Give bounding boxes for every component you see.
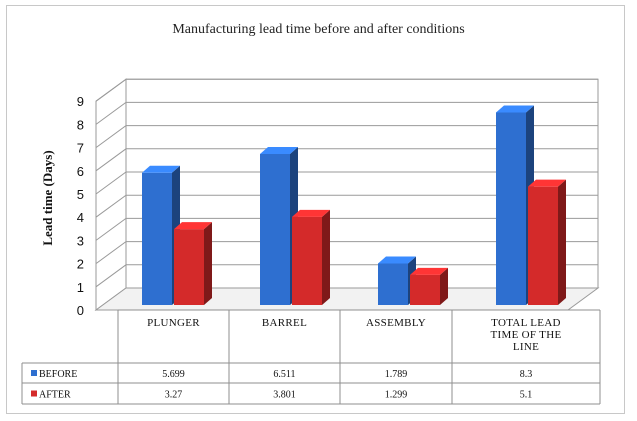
y-tick-labels: 0 1 2 3 4 5 6 7 8 9 — [77, 94, 84, 318]
bar-side — [204, 222, 212, 305]
bar-top — [528, 179, 566, 187]
bar-front — [496, 112, 526, 305]
bar-after — [174, 222, 212, 305]
bar-top — [496, 105, 534, 113]
gridline — [95, 171, 598, 195]
legend-label: BEFORE — [39, 369, 77, 380]
bar-top — [142, 165, 180, 173]
gridline — [95, 264, 598, 288]
gridline — [95, 148, 598, 172]
bar-side — [322, 209, 330, 305]
x-tick-label: PLUNGER — [147, 317, 200, 329]
bar-after — [528, 179, 566, 305]
bar-top — [378, 256, 416, 264]
gridline — [95, 241, 598, 265]
y-tick-label: 1 — [77, 280, 84, 295]
bar-after — [292, 209, 330, 305]
y-tick-label: 4 — [77, 210, 84, 225]
data-label: 6.511 — [273, 369, 295, 380]
data-label: 5.1 — [520, 390, 533, 401]
data-label: 1.299 — [385, 390, 408, 401]
legend-key-after — [31, 390, 37, 397]
gridline — [95, 101, 598, 125]
bar-top — [174, 222, 212, 230]
bars — [142, 105, 566, 305]
data-label: 1.789 — [385, 369, 408, 380]
bar-front — [292, 216, 322, 305]
y-tick-label: 0 — [77, 303, 84, 318]
y-tick-label: 2 — [77, 257, 84, 272]
chart-title: Manufacturing lead time before and after… — [172, 22, 465, 37]
data-label: 3.27 — [165, 390, 183, 401]
x-tick-label: BARREL — [262, 317, 307, 329]
x-tick-label: LINE — [513, 341, 539, 353]
gridline — [95, 217, 598, 241]
chart-border — [6, 5, 625, 414]
bar-top — [260, 146, 298, 154]
y-tick-label: 9 — [77, 94, 84, 109]
bar-side — [558, 179, 566, 305]
x-tick-label: ASSEMBLY — [366, 317, 426, 329]
bar-front — [410, 274, 440, 305]
bar-before — [378, 256, 416, 305]
bar-side — [440, 267, 448, 305]
gridline — [95, 194, 598, 218]
gridline — [95, 125, 598, 149]
bar-after — [410, 267, 448, 305]
data-label: 3.801 — [273, 390, 296, 401]
bar-front — [142, 172, 172, 305]
x-tick-label: TIME OF THE — [491, 329, 562, 341]
bar-front — [260, 153, 290, 305]
y-tick-label: 5 — [77, 187, 84, 202]
bar-front — [174, 229, 204, 305]
y-tick-label: 6 — [77, 164, 84, 179]
bar-top — [292, 209, 330, 217]
y-tick-label: 8 — [77, 117, 84, 132]
data-label: 8.3 — [520, 369, 533, 380]
bar-top — [410, 267, 448, 275]
y-tick-label: 7 — [77, 141, 84, 156]
bar-front — [378, 263, 408, 305]
bar-front — [528, 186, 558, 305]
legend-label: AFTER — [39, 390, 71, 401]
gridline — [95, 78, 598, 102]
data-label: 5.699 — [162, 369, 185, 380]
gridlines — [95, 78, 598, 288]
y-tick-label: 3 — [77, 233, 84, 248]
x-tick-label: TOTAL LEAD — [491, 317, 561, 329]
legend-key-before — [31, 370, 37, 376]
